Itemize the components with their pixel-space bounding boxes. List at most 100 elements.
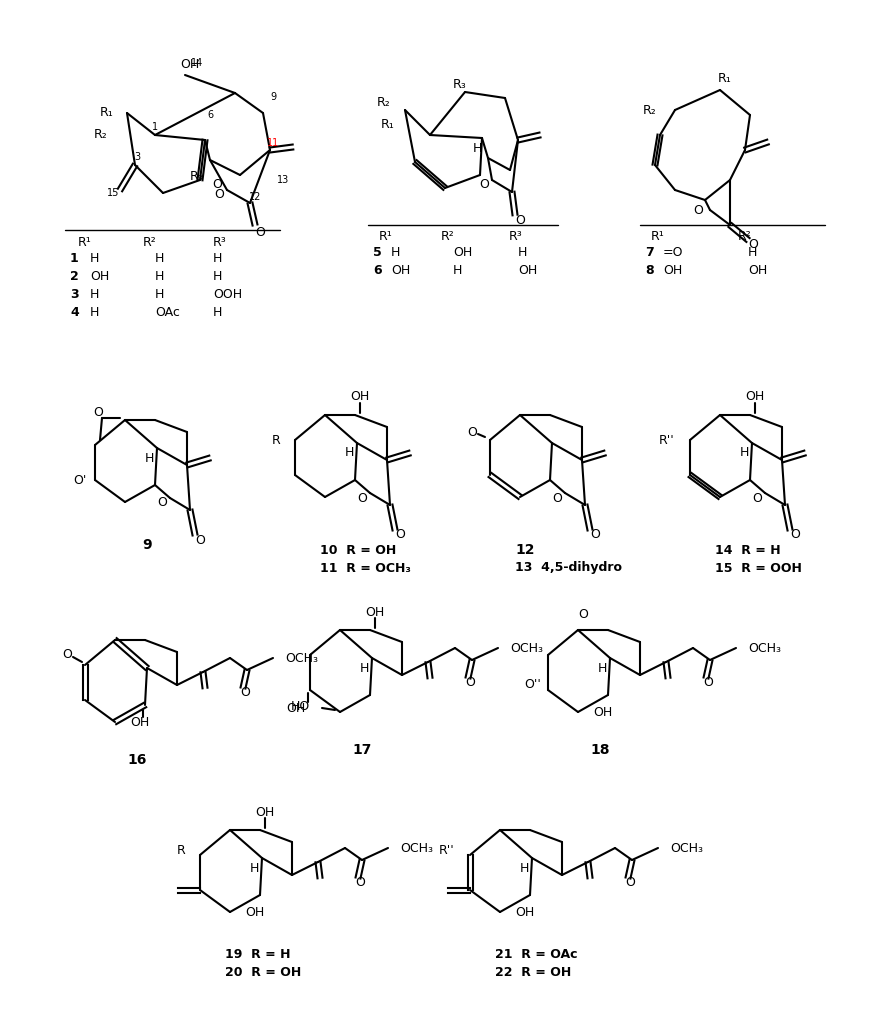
Text: OH: OH bbox=[518, 265, 538, 277]
Text: 3: 3 bbox=[70, 287, 78, 301]
Text: H: H bbox=[90, 252, 99, 265]
Text: O: O bbox=[703, 676, 713, 690]
Text: OH: OH bbox=[90, 269, 109, 282]
Text: H: H bbox=[598, 662, 606, 674]
Text: H: H bbox=[518, 247, 527, 260]
Text: R₁: R₁ bbox=[718, 72, 732, 85]
Text: H: H bbox=[90, 287, 99, 301]
Text: R₂: R₂ bbox=[93, 129, 107, 141]
Text: O: O bbox=[195, 534, 205, 546]
Text: H: H bbox=[391, 247, 400, 260]
Text: 18: 18 bbox=[590, 743, 610, 757]
Text: 9: 9 bbox=[143, 538, 152, 552]
Text: OH: OH bbox=[365, 606, 385, 619]
Text: 12: 12 bbox=[515, 543, 534, 557]
Text: OCH₃: OCH₃ bbox=[400, 842, 433, 854]
Text: R¹: R¹ bbox=[651, 230, 665, 243]
Text: 1: 1 bbox=[70, 252, 78, 265]
Text: OH: OH bbox=[130, 716, 150, 729]
Text: 13: 13 bbox=[277, 175, 290, 185]
Text: R³: R³ bbox=[510, 230, 523, 243]
Text: H: H bbox=[344, 446, 354, 459]
Text: 19  R = H: 19 R = H bbox=[225, 948, 290, 962]
Text: 11: 11 bbox=[267, 138, 279, 148]
Text: 5: 5 bbox=[373, 247, 382, 260]
Text: H: H bbox=[748, 247, 758, 260]
Text: OCH₃: OCH₃ bbox=[748, 641, 781, 655]
Text: O: O bbox=[357, 491, 367, 504]
Text: R²: R² bbox=[441, 230, 455, 243]
Text: R: R bbox=[271, 434, 280, 446]
Text: R₁: R₁ bbox=[99, 106, 113, 120]
Text: 12: 12 bbox=[249, 192, 261, 202]
Text: 2: 2 bbox=[70, 269, 78, 282]
Text: H: H bbox=[739, 446, 749, 459]
Text: O: O bbox=[255, 226, 265, 239]
Text: O: O bbox=[515, 214, 525, 226]
Text: OH: OH bbox=[391, 265, 410, 277]
Text: H: H bbox=[519, 861, 529, 875]
Text: R₂: R₂ bbox=[377, 95, 390, 108]
Text: O: O bbox=[748, 238, 758, 252]
Text: O: O bbox=[465, 676, 475, 690]
Text: O: O bbox=[240, 686, 250, 700]
Text: R'': R'' bbox=[659, 434, 675, 446]
Text: O: O bbox=[355, 877, 365, 890]
Text: 13  4,5-dihydro: 13 4,5-dihydro bbox=[515, 562, 622, 575]
Text: O: O bbox=[625, 877, 635, 890]
Text: R'': R'' bbox=[439, 844, 455, 856]
Text: OH: OH bbox=[180, 58, 199, 72]
Text: H: H bbox=[249, 861, 259, 875]
Text: R₁: R₁ bbox=[381, 118, 395, 131]
Text: H: H bbox=[155, 287, 165, 301]
Text: 15  R = OOH: 15 R = OOH bbox=[715, 562, 802, 575]
Text: 14: 14 bbox=[191, 58, 203, 68]
Text: HO: HO bbox=[290, 701, 310, 713]
Text: O': O' bbox=[73, 474, 87, 487]
Text: O: O bbox=[467, 426, 477, 439]
Text: OH: OH bbox=[748, 265, 767, 277]
Text: 17: 17 bbox=[352, 743, 371, 757]
Text: OCH₃: OCH₃ bbox=[670, 842, 703, 854]
Text: R²: R² bbox=[143, 235, 157, 249]
Text: H: H bbox=[453, 265, 462, 277]
Text: R³: R³ bbox=[213, 235, 227, 249]
Text: O: O bbox=[212, 178, 222, 191]
Text: O: O bbox=[693, 204, 703, 217]
Text: 1: 1 bbox=[152, 122, 158, 132]
Text: 6: 6 bbox=[207, 110, 213, 120]
Text: H: H bbox=[144, 451, 154, 464]
Text: H: H bbox=[359, 662, 369, 674]
Text: H: H bbox=[473, 141, 481, 154]
Text: O: O bbox=[479, 178, 489, 191]
Text: O: O bbox=[752, 491, 762, 504]
Text: R: R bbox=[176, 844, 185, 856]
Text: H: H bbox=[213, 306, 223, 318]
Text: OH: OH bbox=[350, 391, 370, 403]
Text: 22  R = OH: 22 R = OH bbox=[495, 967, 571, 979]
Text: OH: OH bbox=[516, 906, 535, 920]
Text: H: H bbox=[213, 269, 223, 282]
Text: OH: OH bbox=[663, 265, 682, 277]
Text: 14  R = H: 14 R = H bbox=[715, 543, 781, 557]
Text: R₂: R₂ bbox=[643, 103, 656, 117]
Text: O: O bbox=[790, 529, 800, 541]
Text: H: H bbox=[155, 269, 165, 282]
Text: O: O bbox=[93, 405, 103, 418]
Text: R²: R² bbox=[738, 230, 752, 243]
Text: O: O bbox=[578, 609, 588, 622]
Text: 7: 7 bbox=[645, 247, 654, 260]
Text: O: O bbox=[590, 529, 600, 541]
Text: 21  R = OAc: 21 R = OAc bbox=[495, 948, 577, 962]
Text: R₃: R₃ bbox=[453, 78, 467, 90]
Text: 10  R = OH: 10 R = OH bbox=[320, 543, 396, 557]
Text: O'': O'' bbox=[524, 678, 541, 692]
Text: OH: OH bbox=[255, 805, 275, 818]
Text: OCH₃: OCH₃ bbox=[285, 652, 318, 665]
Text: OAc: OAc bbox=[155, 306, 180, 318]
Text: OH: OH bbox=[246, 906, 265, 920]
Text: 8: 8 bbox=[645, 265, 654, 277]
Text: O: O bbox=[395, 529, 405, 541]
Text: OOH: OOH bbox=[213, 287, 242, 301]
Text: O: O bbox=[552, 491, 562, 504]
